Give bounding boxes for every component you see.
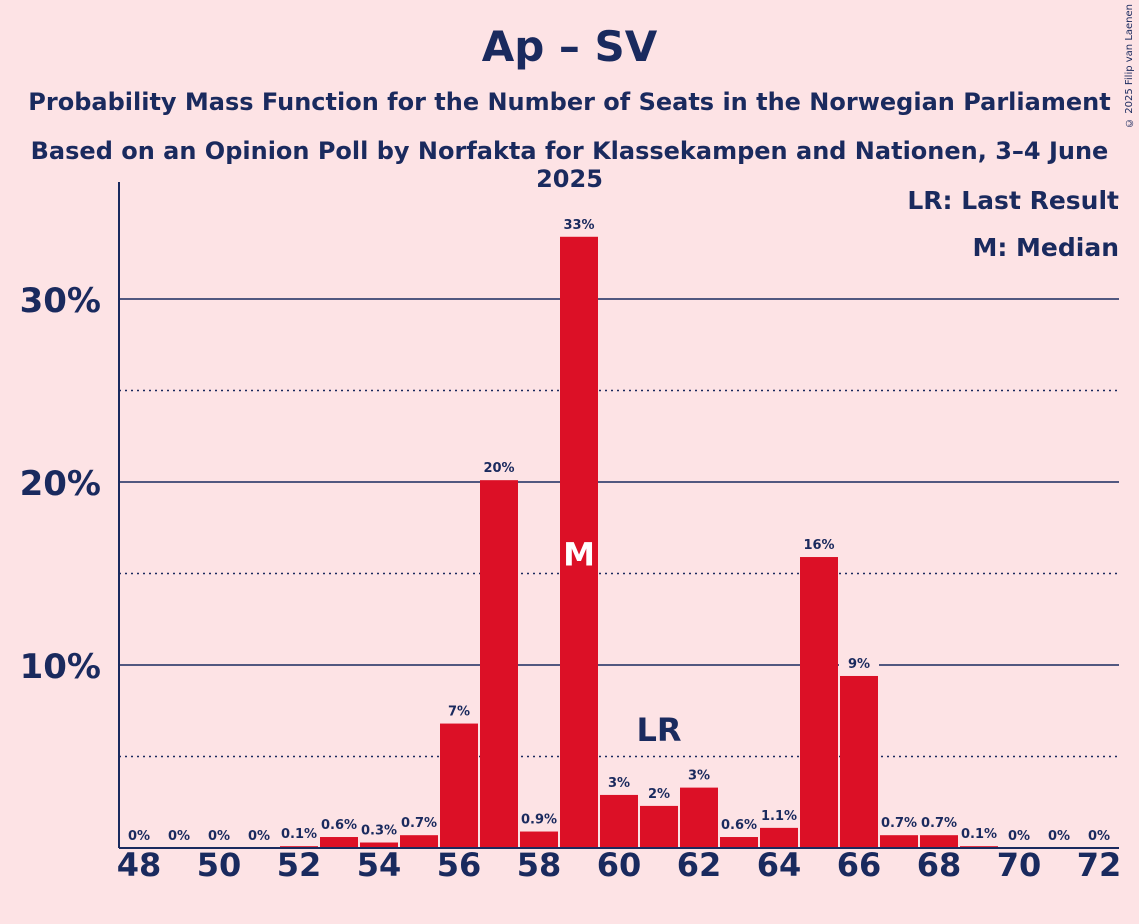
bar — [760, 827, 798, 848]
bar-value-label: 0.7% — [921, 816, 957, 831]
chart-subtitle-1: Probability Mass Function for the Number… — [28, 88, 1111, 116]
y-tick-label: 20% — [20, 464, 101, 504]
x-tick-label: 68 — [917, 846, 962, 884]
bar-value-label: 0.6% — [321, 818, 357, 833]
last-result-marker: LR — [636, 711, 681, 749]
bar-label-background — [799, 533, 839, 556]
x-tick-label: 48 — [117, 846, 162, 884]
bar — [400, 835, 438, 848]
bar-label-background — [479, 456, 519, 479]
bar-value-label: 1.1% — [761, 809, 797, 824]
x-tick-label: 70 — [997, 846, 1042, 884]
x-tick-label: 60 — [597, 846, 642, 884]
bar — [880, 835, 918, 848]
median-marker: M — [563, 536, 595, 574]
x-tick-label: 62 — [677, 846, 722, 884]
bar — [440, 723, 478, 848]
bar-value-label: 0.3% — [361, 824, 397, 839]
x-tick-label: 66 — [837, 846, 882, 884]
x-tick-label: 72 — [1077, 846, 1122, 884]
bar-value-label: 0% — [1008, 829, 1030, 844]
y-tick-label: 30% — [20, 281, 101, 321]
bar — [520, 831, 558, 848]
bar — [360, 842, 398, 848]
chart-subtitle-2: Based on an Opinion Poll by Norfakta for… — [30, 137, 1109, 193]
chart-title: Ap – SV — [481, 22, 658, 71]
x-tick-label: 64 — [757, 846, 802, 884]
axes: 10% 20% 30% 48 50 52 54 56 58 60 62 64 66 68 70 72 — [20, 182, 1122, 884]
x-tick-label: 52 — [277, 846, 322, 884]
bar — [600, 794, 638, 848]
x-tick-label: 50 — [197, 846, 242, 884]
bar-labels: 0% 0% 0% 0% 0.1% 0.6% 0.3% 0.7% 7% 20% 0.9% 33% 3% 2%… — [128, 212, 1110, 844]
bars — [280, 236, 998, 848]
x-tick-label: 56 — [437, 846, 482, 884]
bar-value-label: 0.7% — [881, 816, 917, 831]
bar-value-label: 0% — [208, 829, 230, 844]
gridlines — [119, 298, 1119, 758]
bar-value-label: 16% — [803, 538, 834, 553]
bar-value-label: 0% — [168, 829, 190, 844]
x-tick-label: 58 — [517, 846, 562, 884]
bar-value-label: 0% — [1088, 829, 1110, 844]
bar-value-label: 3% — [608, 776, 630, 791]
x-tick-label: 54 — [357, 846, 402, 884]
bar-value-label: 0.9% — [521, 813, 557, 828]
bar-value-label: 20% — [483, 461, 514, 476]
legend-last-result: LR: Last Result — [907, 186, 1119, 215]
bar-value-label: 0.7% — [401, 816, 437, 831]
bar-value-label: 33% — [563, 218, 594, 233]
bar — [320, 837, 358, 848]
bar-value-label: 3% — [688, 769, 710, 784]
legend-median: M: Median — [972, 233, 1119, 262]
bar-label-background — [439, 699, 479, 722]
bar — [560, 236, 598, 848]
bar-value-label: 0.1% — [281, 827, 317, 842]
bar — [920, 835, 958, 848]
bar — [640, 805, 678, 848]
bar-value-label: 0.6% — [721, 818, 757, 833]
bar — [680, 787, 718, 848]
bar-value-label: 7% — [448, 705, 470, 720]
bar-label-background — [559, 212, 599, 235]
bar-label-background — [839, 651, 879, 674]
bar-value-label: 2% — [648, 787, 670, 802]
bar — [720, 837, 758, 848]
bar — [840, 675, 878, 848]
bar-value-label: 0% — [128, 829, 150, 844]
bar-value-label: 0% — [1048, 829, 1070, 844]
bar-value-label: 0% — [248, 829, 270, 844]
bar-value-label: 9% — [848, 657, 870, 672]
y-tick-label: 10% — [20, 647, 101, 687]
bar — [800, 557, 838, 848]
bar-value-label: 0.1% — [961, 827, 997, 842]
bar — [480, 480, 518, 848]
